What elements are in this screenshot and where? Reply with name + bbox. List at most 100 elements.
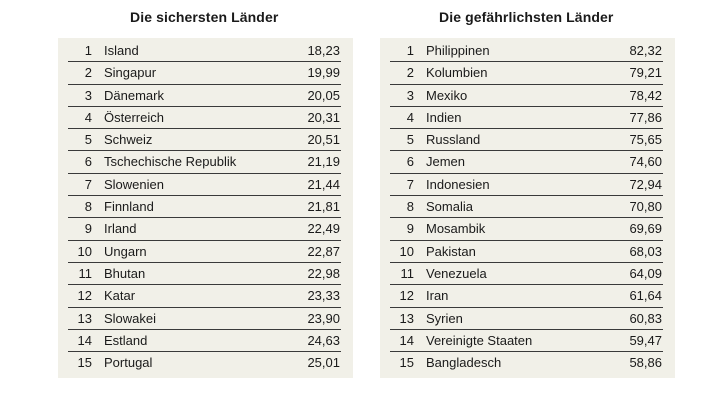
score-cell: 77,86 bbox=[629, 109, 662, 125]
table-row: 1 Island 18,23 bbox=[68, 40, 341, 63]
rank-cell: 5 bbox=[84, 132, 92, 148]
table-row: 1 Philippinen 82,32 bbox=[390, 40, 663, 63]
rank-cell: 4 bbox=[84, 109, 92, 125]
score-cell: 72,94 bbox=[629, 176, 662, 192]
country-cell: Schweiz bbox=[104, 132, 153, 148]
country-cell: Bhutan bbox=[104, 265, 146, 281]
rank-cell: 3 bbox=[406, 87, 414, 103]
score-cell: 59,47 bbox=[629, 332, 662, 348]
rank-cell: 2 bbox=[406, 65, 414, 81]
score-cell: 69,69 bbox=[629, 221, 662, 237]
score-cell: 21,44 bbox=[307, 176, 340, 192]
table-row: 15 Portugal 25,01 bbox=[68, 352, 341, 374]
score-cell: 21,81 bbox=[307, 199, 340, 215]
rank-cell: 15 bbox=[77, 355, 92, 371]
table-row: 13 Syrien 60,83 bbox=[390, 308, 663, 330]
country-cell: Irland bbox=[104, 221, 137, 237]
country-cell: Island bbox=[104, 43, 139, 58]
country-cell: Vereinigte Staaten bbox=[426, 332, 533, 348]
table-row: 8 Finnland 21,81 bbox=[68, 196, 341, 219]
rank-cell: 10 bbox=[77, 243, 92, 259]
table-row: 5 Russland 75,65 bbox=[390, 129, 663, 152]
country-cell: Indonesien bbox=[426, 176, 490, 192]
rank-cell: 6 bbox=[84, 154, 92, 170]
table-row: 12 Iran 61,64 bbox=[390, 285, 663, 308]
table-row: 14 Estland 24,63 bbox=[68, 330, 341, 353]
rank-cell: 14 bbox=[399, 332, 414, 348]
rank-cell: 12 bbox=[77, 288, 92, 304]
dangerous-table: 1 Philippinen 82,32 2 Kolumbien 79,21 3 Mexiko 7… bbox=[380, 38, 675, 378]
table-row: 9 Irland 22,49 bbox=[68, 218, 341, 241]
table-row: 11 Venezuela 64,09 bbox=[390, 263, 663, 286]
table-row: 7 Slowenien 21,44 bbox=[68, 174, 341, 197]
country-cell: Slowakei bbox=[104, 310, 157, 326]
table-row: 11 Bhutan 22,98 bbox=[68, 263, 341, 286]
table-row: 7 Indonesien 72,94 bbox=[390, 174, 663, 197]
rank-cell: 9 bbox=[84, 221, 92, 237]
safest-table-title: Die sichersten Länder bbox=[130, 9, 279, 25]
country-cell: Bangladesch bbox=[426, 355, 502, 371]
table-row: 6 Jemen 74,60 bbox=[390, 151, 663, 174]
country-cell: Iran bbox=[426, 288, 449, 304]
country-cell: Estland bbox=[104, 332, 148, 348]
rank-cell: 7 bbox=[406, 176, 414, 192]
rank-cell: 8 bbox=[406, 199, 414, 215]
country-cell: Singapur bbox=[104, 65, 157, 81]
score-cell: 20,31 bbox=[307, 109, 340, 125]
table-row: 4 Indien 77,86 bbox=[390, 107, 663, 130]
score-cell: 24,63 bbox=[307, 332, 340, 348]
score-cell: 82,32 bbox=[629, 43, 662, 58]
score-cell: 70,80 bbox=[629, 199, 662, 215]
score-cell: 22,87 bbox=[307, 243, 340, 259]
score-cell: 79,21 bbox=[629, 65, 662, 81]
score-cell: 64,09 bbox=[629, 265, 662, 281]
country-cell: Tschechische Republik bbox=[104, 154, 237, 170]
country-cell: Russland bbox=[426, 132, 481, 148]
table-row: 14 Vereinigte Staaten 59,47 bbox=[390, 330, 663, 353]
table-row: 2 Kolumbien 79,21 bbox=[390, 62, 663, 85]
score-cell: 22,49 bbox=[307, 221, 340, 237]
score-cell: 60,83 bbox=[629, 310, 662, 326]
country-cell: Mosambik bbox=[426, 221, 486, 237]
table-row: 6 Tschechische Republik 21,19 bbox=[68, 151, 341, 174]
score-cell: 75,65 bbox=[629, 132, 662, 148]
rank-cell: 7 bbox=[84, 176, 92, 192]
score-cell: 78,42 bbox=[629, 87, 662, 103]
rank-cell: 1 bbox=[84, 43, 92, 58]
score-cell: 19,99 bbox=[307, 65, 340, 81]
rank-cell: 4 bbox=[406, 109, 414, 125]
rank-cell: 14 bbox=[77, 332, 92, 348]
table-row: 5 Schweiz 20,51 bbox=[68, 129, 341, 152]
rank-cell: 8 bbox=[84, 199, 92, 215]
rank-cell: 11 bbox=[400, 265, 415, 281]
score-cell: 20,05 bbox=[307, 87, 340, 103]
safest-table-rows: 1 Island 18,23 2 Singapur 19,99 3 Dänemark 20,05… bbox=[68, 40, 341, 374]
country-cell: Syrien bbox=[426, 310, 463, 326]
rank-cell: 15 bbox=[399, 355, 414, 371]
rank-cell: 1 bbox=[406, 43, 414, 58]
table-row: 8 Somalia 70,80 bbox=[390, 196, 663, 219]
country-cell: Jemen bbox=[426, 154, 466, 170]
score-cell: 61,64 bbox=[629, 288, 662, 304]
rank-cell: 11 bbox=[78, 265, 93, 281]
table-row: 4 Österreich 20,31 bbox=[68, 107, 341, 130]
rank-cell: 5 bbox=[406, 132, 414, 148]
score-cell: 58,86 bbox=[629, 355, 662, 371]
score-cell: 23,90 bbox=[307, 310, 340, 326]
country-cell: Philippinen bbox=[426, 43, 490, 58]
table-row: 2 Singapur 19,99 bbox=[68, 62, 341, 85]
score-cell: 21,19 bbox=[307, 154, 340, 170]
table-row: 15 Bangladesch 58,86 bbox=[390, 352, 663, 374]
score-cell: 25,01 bbox=[307, 355, 340, 371]
score-cell: 68,03 bbox=[629, 243, 662, 259]
dangerous-table-rows: 1 Philippinen 82,32 2 Kolumbien 79,21 3 Mexiko 7… bbox=[390, 40, 663, 374]
country-cell: Kolumbien bbox=[426, 65, 488, 81]
score-cell: 18,23 bbox=[307, 43, 340, 58]
rank-cell: 9 bbox=[406, 221, 414, 237]
table-row: 3 Dänemark 20,05 bbox=[68, 85, 341, 107]
rank-cell: 3 bbox=[84, 87, 92, 103]
country-cell: Pakistan bbox=[426, 243, 476, 259]
safest-table: 1 Island 18,23 2 Singapur 19,99 3 Dänemark 20,05… bbox=[58, 38, 353, 378]
country-cell: Portugal bbox=[104, 355, 153, 371]
country-cell: Finnland bbox=[104, 199, 154, 215]
